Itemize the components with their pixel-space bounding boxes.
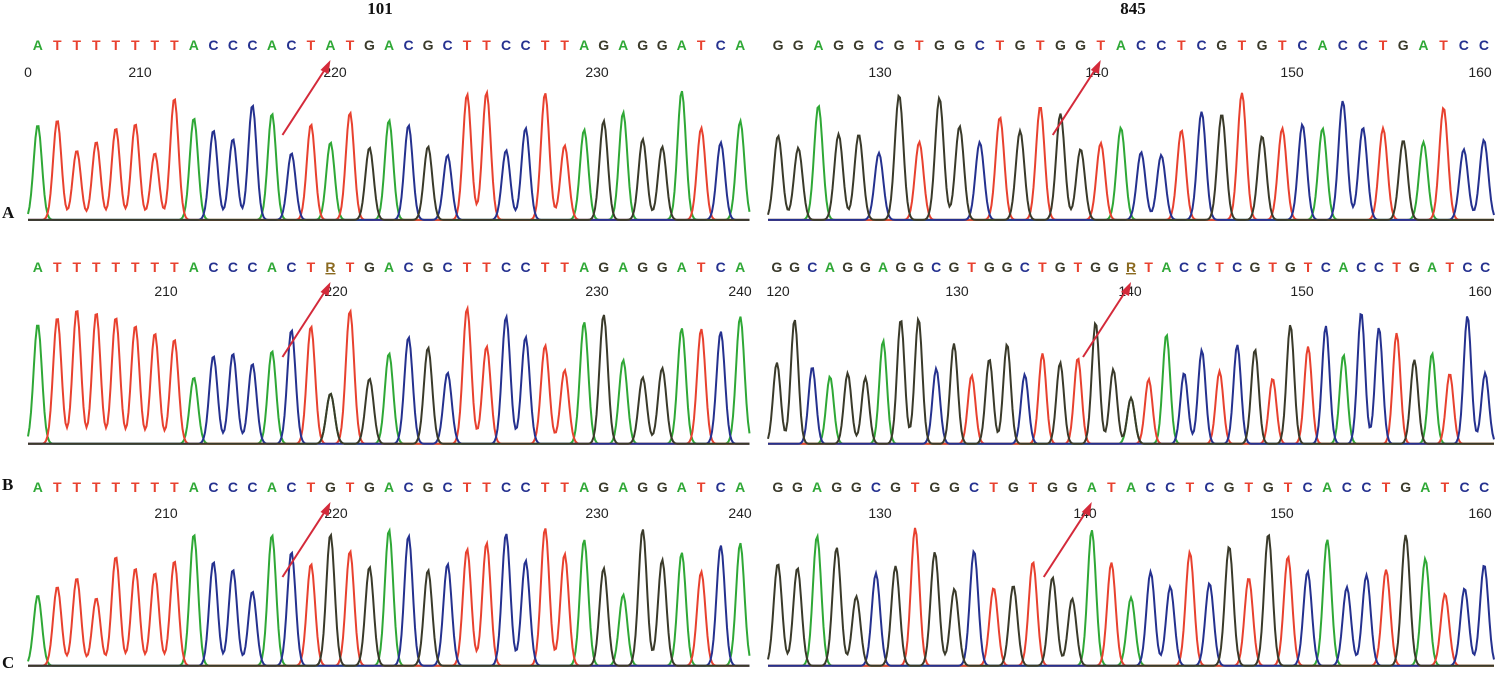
arrow-head [320, 282, 331, 296]
column-title: 845 [1120, 0, 1146, 18]
position-label: 150 [1280, 64, 1304, 80]
column-title: 101 [367, 0, 393, 18]
position-label: 130 [868, 505, 892, 521]
trace [28, 314, 750, 445]
trace [768, 100, 1495, 221]
position-label: 120 [766, 283, 790, 299]
arrow-head [1121, 282, 1131, 296]
position-label: 230 [585, 64, 609, 80]
trace [768, 332, 1494, 445]
arrow-head [320, 60, 331, 74]
trace [767, 315, 1494, 445]
trace [767, 93, 1494, 221]
position-label: 230 [585, 505, 609, 521]
trace [27, 90, 751, 221]
position-label: 230 [585, 283, 609, 299]
trace [28, 529, 750, 667]
position-label: 210 [128, 64, 152, 80]
position-label: 240 [728, 283, 752, 299]
arrow-head [1081, 502, 1092, 516]
trace [767, 533, 1494, 667]
position-label: 0 [24, 64, 32, 80]
position-label: 130 [945, 283, 969, 299]
arrow [1082, 285, 1130, 358]
trace [28, 88, 750, 221]
position-label: 160 [1468, 64, 1492, 80]
position-label: 210 [154, 283, 178, 299]
row-label: B [2, 475, 13, 494]
trace [768, 548, 1495, 667]
position-label: 150 [1290, 283, 1314, 299]
position-label: 160 [1468, 283, 1492, 299]
position-label: 130 [868, 64, 892, 80]
position-label: 160 [1468, 505, 1492, 521]
row-label: A [2, 203, 15, 222]
arrow [281, 285, 330, 358]
position-label: 210 [154, 505, 178, 521]
trace [768, 530, 1494, 667]
arrow [281, 63, 330, 136]
row-label: C [2, 653, 14, 672]
position-label: 220 [324, 283, 348, 299]
arrow-head [1090, 60, 1101, 74]
position-label: 240 [728, 505, 752, 521]
arrow [1051, 63, 1100, 136]
trace [28, 304, 750, 445]
trace [28, 117, 750, 221]
arrow [281, 505, 330, 578]
position-label: 220 [324, 505, 348, 521]
arrow-head [320, 502, 331, 516]
trace [28, 532, 750, 667]
arrow [1042, 505, 1091, 578]
position-label: 150 [1270, 505, 1294, 521]
